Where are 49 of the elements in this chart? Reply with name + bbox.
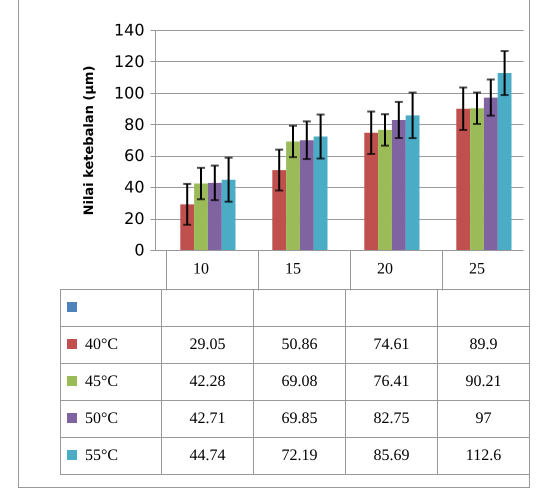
data-label: 42.28 bbox=[162, 364, 254, 400]
y-axis-title: Nilai ketebalan (µm) bbox=[82, 66, 97, 216]
y-tick-label: 140 bbox=[114, 20, 144, 40]
bar bbox=[286, 141, 300, 250]
bar bbox=[470, 108, 484, 250]
bar bbox=[180, 204, 194, 250]
bar bbox=[456, 108, 470, 250]
data-label: 85.69 bbox=[346, 438, 438, 474]
y-tick-label: 100 bbox=[114, 83, 144, 102]
bar bbox=[272, 170, 286, 250]
data-label: 72.19 bbox=[254, 438, 346, 474]
bar bbox=[364, 132, 378, 250]
bar bbox=[378, 130, 392, 250]
x-tick-label: 10 bbox=[193, 260, 209, 278]
data-label: 69.08 bbox=[254, 364, 346, 400]
data-label: 50.86 bbox=[254, 326, 346, 364]
data-label: 97 bbox=[438, 400, 530, 438]
data-label: 44.74 bbox=[162, 438, 254, 474]
bar bbox=[406, 115, 420, 250]
bar bbox=[194, 184, 208, 250]
data-label: 89.9 bbox=[438, 326, 530, 364]
bar bbox=[314, 136, 328, 250]
bar bbox=[484, 98, 498, 250]
y-tick-label: 120 bbox=[114, 52, 144, 71]
y-tick-label: 80 bbox=[124, 114, 144, 134]
data-label: 112.6 bbox=[438, 438, 530, 474]
y-tick-label: 60 bbox=[124, 146, 144, 166]
data-label: 90.21 bbox=[438, 364, 530, 400]
y-tick-label: 40 bbox=[124, 178, 144, 197]
data-label: 76.41 bbox=[346, 364, 438, 400]
bar bbox=[222, 180, 236, 250]
legend-label: 55°C bbox=[60, 438, 162, 474]
data-label: 29.05 bbox=[162, 326, 254, 364]
bar bbox=[208, 182, 222, 250]
bar bbox=[300, 140, 314, 250]
y-tick-label: 0 bbox=[134, 240, 144, 260]
bar bbox=[392, 120, 406, 250]
y-tick-label: 20 bbox=[124, 209, 144, 228]
bar bbox=[498, 73, 512, 250]
legend-label: 50°C bbox=[60, 400, 162, 438]
x-tick-label: 15 bbox=[285, 260, 301, 278]
x-tick-label: 20 bbox=[377, 260, 393, 278]
data-label: 69.85 bbox=[254, 400, 346, 438]
legend-label: 40°C bbox=[60, 326, 162, 364]
x-tick-label: 25 bbox=[469, 260, 485, 278]
legend-label: 45°C bbox=[60, 364, 162, 400]
data-label: 42.71 bbox=[162, 400, 254, 438]
data-label: 82.75 bbox=[346, 400, 438, 438]
data-label: 74.61 bbox=[346, 326, 438, 364]
